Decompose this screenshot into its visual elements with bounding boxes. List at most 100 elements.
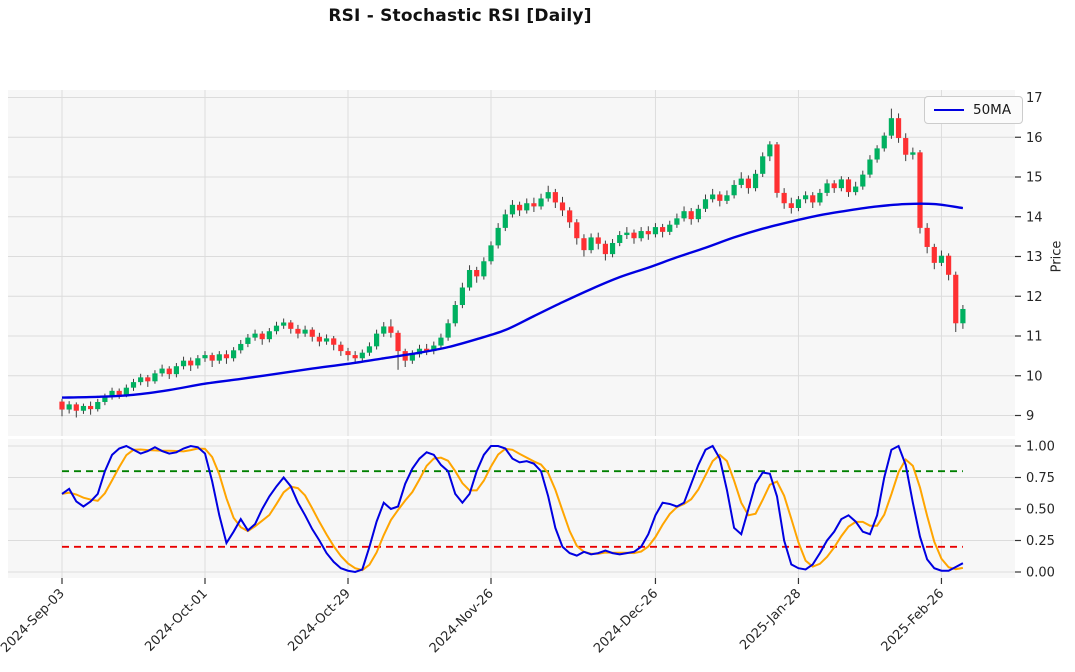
candle-up [180,360,187,367]
candle-up [195,358,201,366]
candle-up [938,255,945,263]
candle-down [595,237,601,244]
price-axis-label: Price [1049,240,1065,273]
price-tick-label: 13 [1026,250,1043,265]
ma50 [61,202,964,399]
candle-up [824,183,830,193]
candle-down [602,243,608,255]
candle-down [559,202,566,211]
legend: 50MA [924,96,1024,124]
candle-up [960,308,966,324]
stochastic-lines [61,444,964,574]
price-tick-label: 16 [1026,131,1043,146]
stoch-thresholds [62,470,963,548]
candle-up [795,199,802,209]
date-tick-label: 2024-Oct-01 [142,586,210,654]
candle-up [724,195,730,201]
candle-down [903,138,909,155]
candle-down [810,195,816,203]
candle-down [145,377,151,382]
candle-up [752,173,759,189]
candle-up [173,366,179,375]
candle-up [80,405,87,411]
candle-up [381,326,387,334]
candle-down [946,255,952,275]
candle-up [710,194,716,200]
candle-down [295,328,301,334]
candle-down [517,204,523,211]
candle-down [645,231,651,235]
candle-down [309,329,315,337]
candle-up [853,186,859,193]
price-tick-label: 9 [1026,409,1034,424]
candle-up [681,211,687,219]
candle-up [545,192,551,199]
gridlines [8,90,1015,578]
candle-up [588,237,594,251]
candle-down [223,354,230,359]
candle-down [953,274,959,324]
date-tick-label: 2024-Oct-29 [285,586,353,654]
candle-up [874,148,880,160]
candle-down [209,355,215,361]
candle-up [617,235,623,243]
candle-up [502,214,508,228]
candle-down [116,390,122,395]
candle-up [881,135,887,149]
candle-up [888,118,894,136]
candle-up [123,387,129,395]
candle-down [781,192,787,204]
candle-down [574,222,580,239]
candle-up [459,287,465,305]
candle-up [838,179,844,189]
candle-up [803,195,809,200]
candle-up [95,401,101,410]
candle-down [316,336,322,342]
candle-down [917,152,923,228]
candle-up [281,322,287,326]
stoch-k-line [61,444,964,574]
candle-down [474,270,480,277]
candle-up [323,338,330,342]
candle-down [567,210,573,223]
candle-down [338,344,344,352]
candle-up [652,227,659,235]
price-tick-label: 11 [1026,330,1043,345]
candle-up [245,337,251,344]
candle-down [774,144,780,193]
stoch-tick-label: 0.75 [1026,471,1055,486]
stoch-tick-label: 1.00 [1026,440,1055,455]
candle-up [702,199,709,209]
candle-up [860,174,866,187]
stoch-d-line [61,447,964,572]
candle-down [745,178,751,189]
candle-up [481,261,487,277]
candle-up [488,245,494,262]
date-tick-label: 2025-Feb-26 [879,586,948,655]
candle-down [845,179,852,193]
candle-up [409,354,415,361]
candle-down [166,368,172,375]
candle-down [88,405,94,410]
candle-down [188,360,194,366]
candle-up [66,404,72,410]
candle-down [924,227,930,247]
ma-line-swatch-icon [934,109,964,111]
candle-up [159,368,165,374]
candle-up [238,343,244,351]
candle-up [731,184,737,196]
candle-up [216,354,222,361]
candle-up [109,390,115,397]
candle-up [138,377,144,383]
candle-down [552,192,558,203]
price-tick-label: 17 [1026,91,1043,106]
candle-down [895,118,902,139]
candle-down [660,227,666,232]
candle-up [202,355,208,359]
price-tick-label: 15 [1026,171,1043,186]
candle-up [624,232,630,236]
chart-title: RSI - Stochastic RSI [Daily] [328,6,592,26]
candle-down [531,203,537,207]
